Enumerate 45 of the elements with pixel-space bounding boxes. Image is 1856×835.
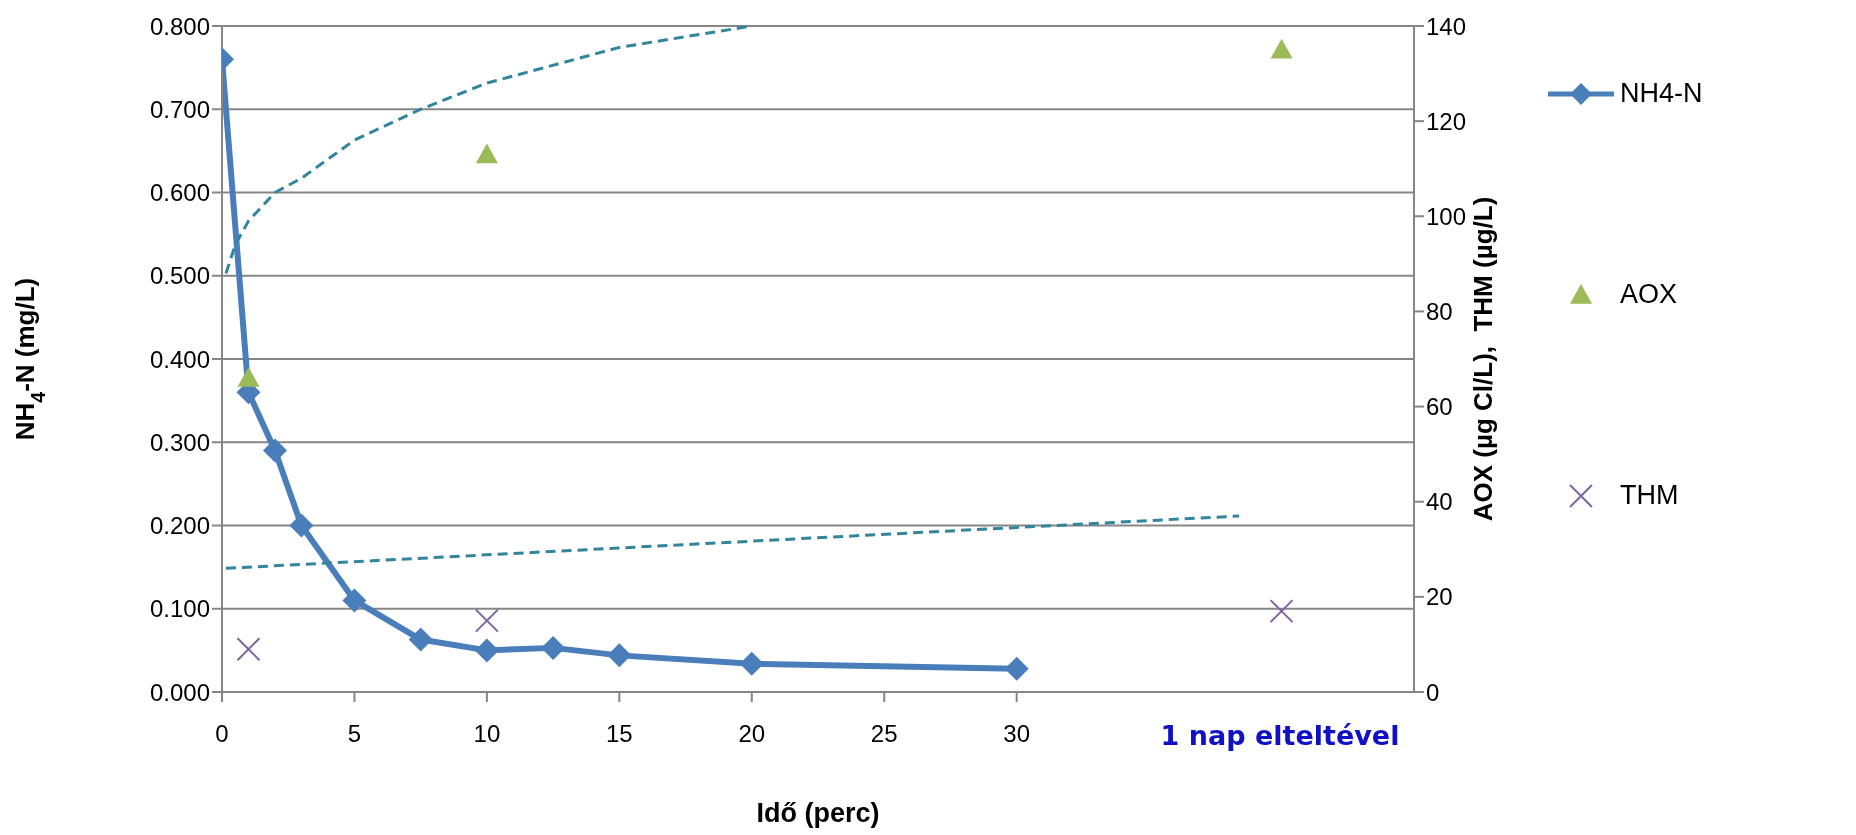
point <box>289 513 314 538</box>
y2-tick-label: 140 <box>1426 12 1467 40</box>
x-tick-label: 10 <box>473 720 501 747</box>
x-tick-label: 0 <box>215 720 229 747</box>
y2-tick-label: 120 <box>1426 107 1467 135</box>
y-tick-label: 0.300 <box>149 428 210 456</box>
point <box>262 438 287 463</box>
x-tick-label: 5 <box>347 720 362 747</box>
y2-tick-label: 20 <box>1426 583 1453 611</box>
point <box>408 627 433 652</box>
y2-tick-label: 60 <box>1426 393 1453 421</box>
y2-tick-label: 80 <box>1426 297 1453 325</box>
x-tick-label: 20 <box>738 720 766 747</box>
legend-label: AOX <box>1620 279 1678 310</box>
y-tick-label: 0.500 <box>149 262 210 290</box>
point <box>236 637 261 662</box>
point <box>1269 599 1294 624</box>
y2-tick-label: 40 <box>1426 488 1453 516</box>
point <box>1004 656 1029 681</box>
legend-label: THM <box>1620 480 1679 511</box>
y2-axis-title: AOX (µg Cl/L), THM (µg/L) <box>1468 196 1498 522</box>
y-tick-label: 0.100 <box>149 595 210 623</box>
y-tick-label: 0.700 <box>149 95 210 123</box>
text: 1 nap elteltével <box>1160 720 1400 751</box>
point <box>607 643 632 668</box>
y-tick-label: 0.400 <box>149 345 210 373</box>
legend-label: NH4-N <box>1620 78 1703 109</box>
point <box>342 588 367 613</box>
x-tick-label: 25 <box>870 720 898 747</box>
x-tick-label: 30 <box>1003 720 1031 747</box>
point <box>1270 38 1293 59</box>
y-tick-label: 0.000 <box>149 678 210 706</box>
y-tick-label: 0.600 <box>149 179 210 207</box>
y2-tick-label: 100 <box>1426 202 1467 230</box>
point <box>237 367 260 387</box>
point <box>474 638 499 663</box>
y-tick-label: 0.200 <box>149 512 210 540</box>
y-tick-label: 0.800 <box>149 12 210 40</box>
x-tick-label: 15 <box>605 720 633 747</box>
point <box>541 635 566 660</box>
point <box>739 651 764 676</box>
point <box>475 143 498 164</box>
y2-tick-label: 0 <box>1426 678 1440 706</box>
x-axis-title: Idő (perc) <box>756 798 880 828</box>
point <box>474 608 499 633</box>
